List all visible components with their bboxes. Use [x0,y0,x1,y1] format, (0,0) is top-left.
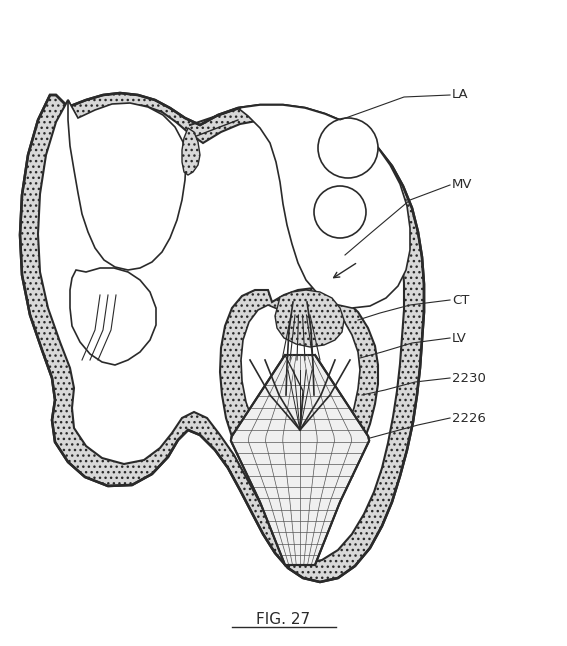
Polygon shape [220,288,378,515]
Polygon shape [238,105,410,308]
Polygon shape [68,100,186,270]
Polygon shape [275,290,344,347]
Text: 2226: 2226 [452,412,486,424]
Text: 2230: 2230 [452,371,486,384]
Text: CT: CT [452,293,469,306]
Polygon shape [20,93,424,582]
Circle shape [318,118,378,178]
Text: MV: MV [452,178,472,191]
Circle shape [314,186,366,238]
Polygon shape [70,268,156,365]
Polygon shape [241,302,360,474]
Text: LA: LA [452,89,468,101]
Polygon shape [182,128,200,175]
Text: LV: LV [452,331,467,344]
Text: FIG. 27: FIG. 27 [256,612,311,627]
Polygon shape [231,355,369,565]
Polygon shape [38,100,404,563]
